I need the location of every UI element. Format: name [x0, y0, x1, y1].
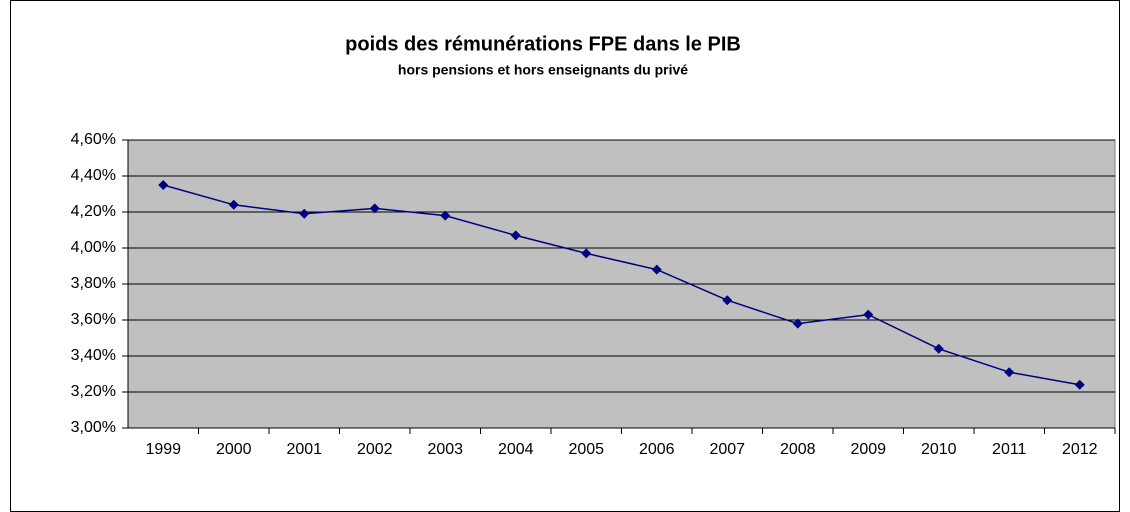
x-tick-label: 2005 — [568, 441, 604, 458]
x-tick-label: 2011 — [992, 441, 1027, 458]
series-line — [163, 184, 1080, 386]
x-tick-label: 2004 — [498, 441, 534, 458]
data-point — [369, 203, 380, 214]
x-tick-label: 2010 — [921, 441, 957, 458]
y-tick-label: 3,20% — [71, 383, 116, 400]
data-point — [792, 318, 803, 329]
y-tick-label: 4,00% — [71, 239, 116, 256]
data-point — [228, 199, 239, 210]
y-tick-label: 3,00% — [71, 419, 116, 436]
data-point — [581, 248, 592, 259]
y-tick-label: 3,60% — [71, 311, 116, 328]
data-point — [1004, 367, 1015, 378]
chart-title: poids des rémunérations FPE dans le PIB — [345, 33, 741, 55]
x-tick-label: 2006 — [639, 441, 675, 458]
chart-subtitle: hors pensions et hors enseignants du pri… — [398, 62, 688, 78]
x-tick-label: 2003 — [427, 441, 463, 458]
x-tick-label: 2002 — [357, 441, 393, 458]
y-tick-label: 4,20% — [71, 203, 116, 220]
x-tick-label: 1999 — [145, 441, 181, 458]
data-point — [722, 295, 733, 306]
x-tick-label: 2007 — [709, 441, 745, 458]
y-tick-label: 3,80% — [71, 275, 116, 292]
data-point — [440, 210, 451, 221]
y-tick-label: 4,60% — [71, 131, 116, 148]
data-point — [299, 208, 310, 219]
data-point — [933, 343, 944, 354]
data-point — [651, 264, 662, 275]
x-tick-label: 2001 — [286, 441, 322, 458]
data-point — [1074, 379, 1085, 390]
x-tick-label: 2009 — [850, 441, 886, 458]
y-tick-label: 4,40% — [71, 167, 116, 184]
data-point — [510, 230, 521, 241]
x-tick-label: 2012 — [1062, 441, 1098, 458]
y-tick-label: 3,40% — [71, 347, 116, 364]
data-point — [863, 309, 874, 320]
x-tick-label: 2008 — [780, 441, 816, 458]
data-point — [158, 180, 169, 190]
x-tick-label: 2000 — [216, 441, 252, 458]
